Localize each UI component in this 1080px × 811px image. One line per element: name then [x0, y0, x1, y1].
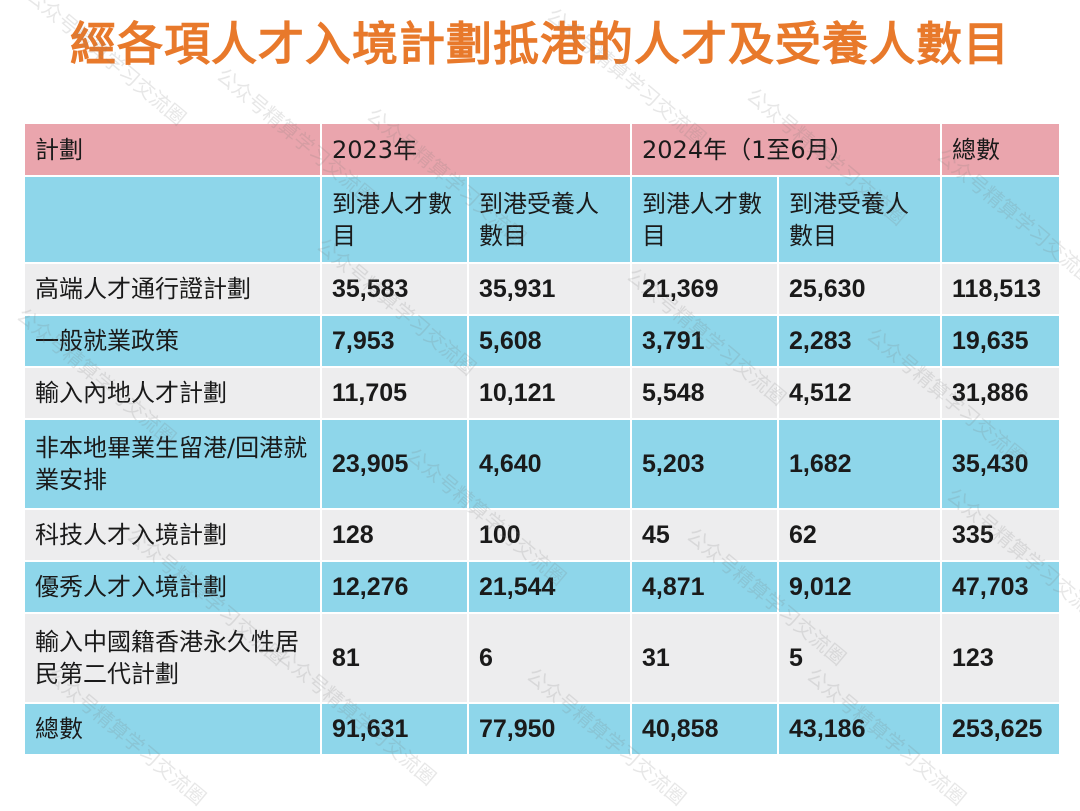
value-cell: 3,791: [630, 314, 780, 368]
plan-name-cell: 非本地畢業生留港/回港就業安排: [23, 418, 322, 510]
header-plan: 計劃: [23, 122, 322, 177]
value-cell: 128: [320, 508, 469, 562]
table-row: 輸入內地人才計劃 11,705 10,121 5,548 4,512 31,886: [23, 366, 1062, 420]
subheader-dependant-2024: 到港受養人數目: [777, 175, 943, 264]
value-cell: 35,583: [320, 262, 469, 316]
value-cell: 23,905: [320, 418, 469, 510]
value-cell: 81: [320, 612, 469, 704]
value-cell: 35,430: [940, 418, 1062, 510]
value-cell: 335: [940, 508, 1062, 562]
header-year-2023: 2023年: [319, 122, 633, 177]
value-cell: 19,635: [940, 314, 1062, 368]
plan-name-cell: 一般就業政策: [23, 314, 322, 368]
value-cell: 21,544: [466, 560, 633, 614]
value-cell: 5: [777, 612, 943, 704]
plan-name-cell: 科技人才入境計劃: [23, 508, 322, 562]
subheader-dependant-2023: 到港受養人數目: [466, 175, 633, 264]
page-title: 經各項人才入境計劃抵港的人才及受養人數目: [70, 17, 1010, 71]
plan-name-cell: 優秀人才入境計劃: [23, 560, 322, 614]
value-cell: 47,703: [940, 560, 1062, 614]
subheader-empty: [940, 175, 1062, 264]
value-cell: 12,276: [320, 560, 469, 614]
header-total: 總數: [940, 122, 1062, 177]
value-cell: 43,186: [777, 702, 943, 756]
talent-admission-table: 計劃 2023年 2024年（1至6月） 總數 到港人才數目 到港受養人數目 到…: [23, 122, 1062, 756]
value-cell: 25,630: [777, 262, 943, 316]
value-cell: 9,012: [777, 560, 943, 614]
value-cell: 4,512: [777, 366, 943, 420]
value-cell: 6: [466, 612, 633, 704]
subheader-talent-2023: 到港人才數目: [320, 175, 469, 264]
plan-name-cell: 輸入中國籍香港永久性居民第二代計劃: [23, 612, 322, 704]
table-row: 輸入中國籍香港永久性居民第二代計劃 81 6 31 5 123: [23, 612, 1062, 704]
value-cell: 5,608: [466, 314, 633, 368]
plan-name-cell: 總數: [23, 702, 322, 756]
value-cell: 35,931: [466, 262, 633, 316]
value-cell: 2,283: [777, 314, 943, 368]
value-cell: 253,625: [940, 702, 1062, 756]
value-cell: 1,682: [777, 418, 943, 510]
value-cell: 77,950: [466, 702, 633, 756]
value-cell: 21,369: [630, 262, 780, 316]
value-cell: 62: [777, 508, 943, 562]
table-row: 非本地畢業生留港/回港就業安排 23,905 4,640 5,203 1,682 35,4…: [23, 418, 1062, 510]
table-subheader-row: 到港人才數目 到港受養人數目 到港人才數目 到港受養人數目: [23, 175, 1062, 264]
table-row: 總數 91,631 77,950 40,858 43,186 253,625: [23, 702, 1062, 756]
value-cell: 31,886: [940, 366, 1062, 420]
value-cell: 31: [630, 612, 780, 704]
value-cell: 10,121: [466, 366, 633, 420]
table-body: 高端人才通行證計劃 35,583 35,931 21,369 25,630 118,513…: [23, 262, 1062, 756]
value-cell: 5,548: [630, 366, 780, 420]
value-cell: 5,203: [630, 418, 780, 510]
subheader-talent-2024: 到港人才數目: [630, 175, 780, 264]
subheader-empty: [23, 175, 322, 264]
value-cell: 100: [466, 508, 633, 562]
value-cell: 4,871: [630, 560, 780, 614]
table-row: 高端人才通行證計劃 35,583 35,931 21,369 25,630 118,513: [23, 262, 1062, 316]
table-row: 優秀人才入境計劃 12,276 21,544 4,871 9,012 47,703: [23, 560, 1062, 614]
value-cell: 45: [630, 508, 780, 562]
value-cell: 7,953: [320, 314, 469, 368]
value-cell: 91,631: [320, 702, 469, 756]
value-cell: 4,640: [466, 418, 633, 510]
table-row: 一般就業政策 7,953 5,608 3,791 2,283 19,635: [23, 314, 1062, 368]
table-row: 科技人才入境計劃 128 100 45 62 335: [23, 508, 1062, 562]
value-cell: 40,858: [630, 702, 780, 756]
plan-name-cell: 輸入內地人才計劃: [23, 366, 322, 420]
plan-name-cell: 高端人才通行證計劃: [23, 262, 322, 316]
value-cell: 123: [940, 612, 1062, 704]
header-year-2024: 2024年（1至6月）: [630, 122, 943, 177]
value-cell: 11,705: [320, 366, 469, 420]
table-header-row: 計劃 2023年 2024年（1至6月） 總數: [23, 122, 1062, 177]
value-cell: 118,513: [940, 262, 1062, 316]
